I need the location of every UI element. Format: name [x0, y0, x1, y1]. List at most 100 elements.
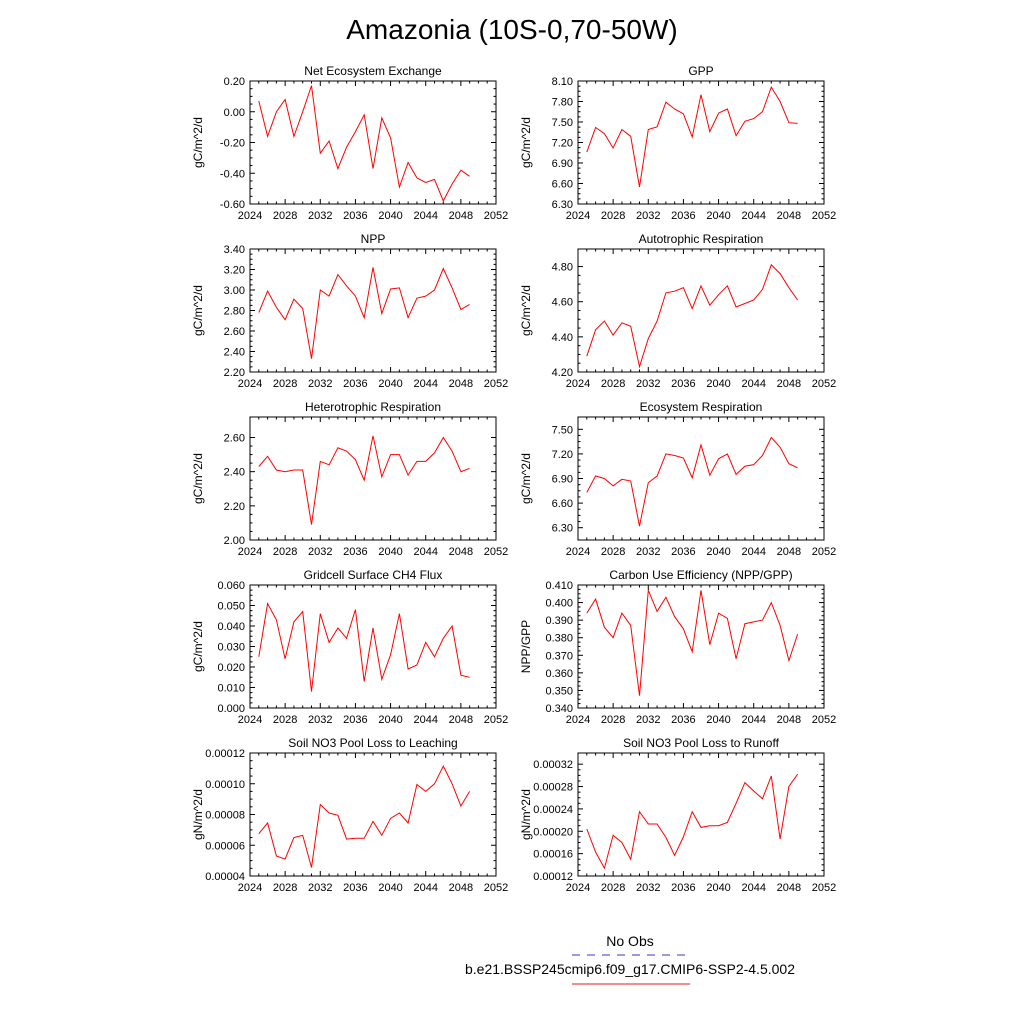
panel-9-ytick-label: 0.00006	[205, 840, 245, 852]
panel-8-ytick-label: 0.410	[545, 580, 573, 592]
panel-10-ytick-label: 0.00012	[533, 871, 573, 883]
panel-5-frame	[249, 416, 497, 541]
panel-8-xtick-label: 2036	[671, 714, 695, 726]
panel-5-xtick-label: 2048	[449, 546, 473, 558]
panel-8-ylabel: NPP/GPP	[519, 620, 533, 673]
panel-10-ylabel: gN/m^2/d	[519, 789, 533, 840]
panel-3-xtick-label: 2036	[343, 378, 367, 390]
panel-9-xtick-label: 2044	[413, 882, 437, 894]
panel-1-xtick-label: 2048	[449, 210, 473, 222]
panel-7-ylabel: gC/m^2/d	[191, 621, 205, 672]
panel-3-ytick-label: 2.40	[224, 347, 245, 359]
panel-5-xtick-label: 2052	[484, 546, 508, 558]
panel-3-xtick-label: 2044	[413, 378, 437, 390]
panel-4-xtick-label: 2048	[777, 378, 801, 390]
panel-6-ytick-label: 6.90	[552, 474, 573, 486]
panel-10-xtick-label: 2044	[741, 882, 765, 894]
panel-3-ytick-label: 2.60	[224, 326, 245, 338]
panel-10-xtick-label: 2036	[671, 882, 695, 894]
panel-7-xtick-label: 2032	[308, 714, 332, 726]
panel-2-xtick-label: 2024	[566, 210, 590, 222]
panel-10-xtick-label: 2040	[706, 882, 730, 894]
panel-1-ytick-label: -0.40	[220, 168, 245, 180]
panel-9-frame	[249, 752, 497, 877]
panel-7-xtick-label: 2040	[378, 714, 402, 726]
panel-2-xtick-label: 2052	[812, 210, 836, 222]
panel-5-xtick-label: 2032	[308, 546, 332, 558]
panel-5-xtick-label: 2044	[413, 546, 437, 558]
panel-2-title: GPP	[688, 64, 713, 78]
panel-1-xtick-label: 2032	[308, 210, 332, 222]
panel-8-xtick-label: 2044	[741, 714, 765, 726]
panel-5-ytick-label: 2.60	[224, 433, 245, 445]
panel-1-ytick-label: -0.60	[220, 199, 245, 211]
panel-7-ytick-label: 0.030	[217, 642, 245, 654]
panel-7-xtick-label: 2044	[413, 714, 437, 726]
panel-10-xtick-label: 2052	[812, 882, 836, 894]
panel-3-xtick-label: 2024	[238, 378, 262, 390]
panel-6-series-line	[586, 436, 798, 527]
panel-4-xtick-label: 2028	[601, 378, 625, 390]
panel-1-series-line	[258, 85, 470, 203]
panel-8-xtick-label: 2052	[812, 714, 836, 726]
panel-4-series-line	[586, 263, 799, 369]
panel-10-frame	[577, 752, 825, 877]
panel-4-xtick-label: 2032	[636, 378, 660, 390]
panel-9-ytick-label: 0.00012	[205, 748, 245, 760]
panel-4-ytick-label: 4.40	[552, 332, 573, 344]
panel-6-frame	[577, 416, 825, 541]
panel-6-ytick-label: 7.50	[552, 424, 573, 436]
panel-6-ytick-label: 6.30	[552, 523, 573, 535]
panel-2-xtick-label: 2032	[636, 210, 660, 222]
panel-4-frame	[577, 248, 825, 373]
panel-5-ytick-label: 2.40	[224, 467, 245, 479]
panel-9-ytick-label: 0.00004	[205, 871, 245, 883]
panel-10-xtick-label: 2032	[636, 882, 660, 894]
page-title: Amazonia (10S-0,70-50W)	[346, 14, 678, 45]
panel-4-ytick-label: 4.60	[552, 297, 573, 309]
panel-6-xtick-label: 2052	[812, 546, 836, 558]
panel-3-title: NPP	[361, 232, 386, 246]
panel-9-ytick-label: 0.00010	[205, 779, 245, 791]
panel-3-ytick-label: 2.80	[224, 306, 245, 318]
panel-6-title: Ecosystem Respiration	[640, 400, 763, 414]
panel-10-title: Soil NO3 Pool Loss to Runoff	[623, 736, 780, 750]
panel-10-xtick-label: 2024	[566, 882, 590, 894]
panel-6-xtick-label: 2036	[671, 546, 695, 558]
panel-7-xtick-label: 2048	[449, 714, 473, 726]
panel-7-title: Gridcell Surface CH4 Flux	[304, 568, 443, 582]
panel-8-ytick-label: 0.360	[545, 668, 573, 680]
panel-5-series-line	[258, 435, 470, 525]
panel-5-ylabel: gC/m^2/d	[191, 453, 205, 504]
panel-7-ytick-label: 0.060	[217, 580, 245, 592]
panel-4-xtick-label: 2024	[566, 378, 590, 390]
panel-2-ytick-label: 6.30	[552, 199, 573, 211]
panel-6-xtick-label: 2048	[777, 546, 801, 558]
panel-6-ytick-label: 6.60	[552, 498, 573, 510]
panel-1-xtick-label: 2036	[343, 210, 367, 222]
panel-8-ytick-label: 0.380	[545, 633, 573, 645]
panel-4-ytick-label: 4.80	[552, 262, 573, 274]
panel-7-series-line	[258, 601, 470, 692]
panel-2-xtick-label: 2036	[671, 210, 695, 222]
panel-8-xtick-label: 2032	[636, 714, 660, 726]
panel-6-xtick-label: 2032	[636, 546, 660, 558]
panel-7-frame	[249, 584, 497, 709]
panel-2-xtick-label: 2040	[706, 210, 730, 222]
panel-4-xtick-label: 2052	[812, 378, 836, 390]
panel-5-xtick-label: 2028	[273, 546, 297, 558]
panel-1-frame	[249, 80, 497, 205]
panel-7-xtick-label: 2036	[343, 714, 367, 726]
panel-10-xtick-label: 2048	[777, 882, 801, 894]
panel-8-series-line	[586, 590, 799, 696]
panel-5-xtick-label: 2036	[343, 546, 367, 558]
panel-1-ytick-label: 0.00	[224, 107, 245, 119]
panel-9-xtick-label: 2040	[378, 882, 402, 894]
panel-3-xtick-label: 2032	[308, 378, 332, 390]
panel-9-xtick-label: 2024	[238, 882, 262, 894]
panel-10-ytick-label: 0.00020	[533, 826, 573, 838]
panel-1-xtick-label: 2040	[378, 210, 402, 222]
panel-2-ytick-label: 7.50	[552, 117, 573, 129]
panel-9-xtick-label: 2052	[484, 882, 508, 894]
